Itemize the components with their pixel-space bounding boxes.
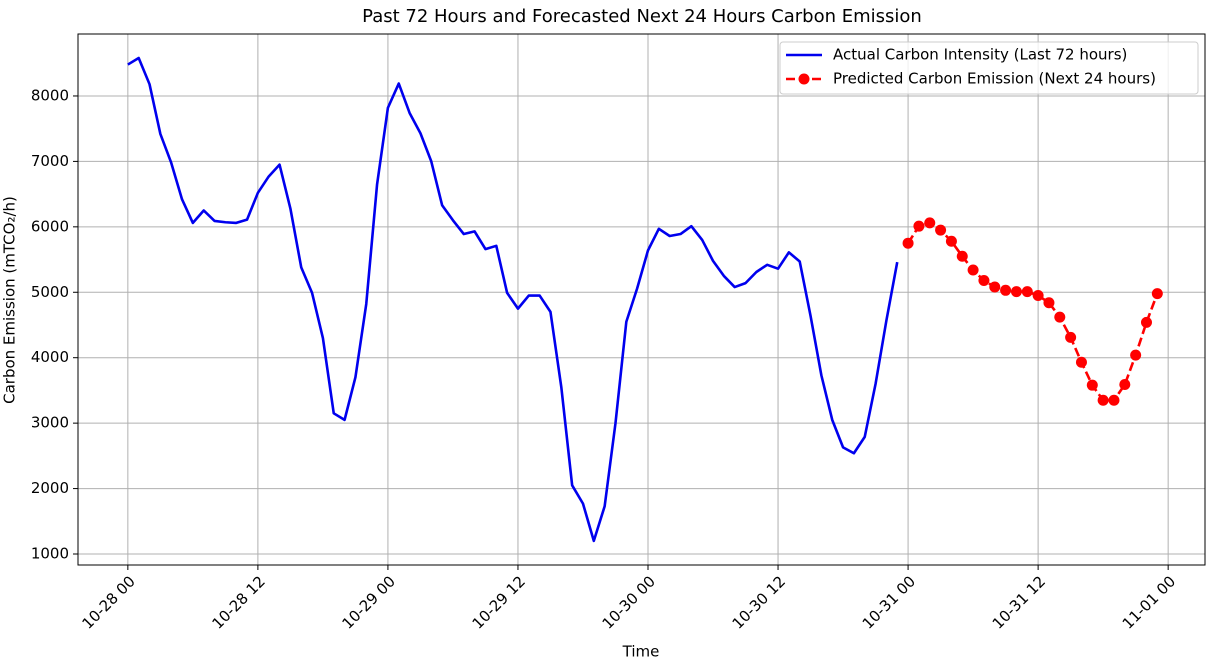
data-point bbox=[1032, 290, 1044, 302]
data-point bbox=[1043, 297, 1055, 309]
legend-box bbox=[779, 41, 1199, 95]
data-point bbox=[1010, 286, 1022, 298]
data-point bbox=[956, 250, 968, 262]
y-tick-label: 5000 bbox=[31, 283, 69, 301]
data-point bbox=[978, 274, 990, 286]
y-tick-label: 8000 bbox=[31, 86, 69, 104]
y-tick-label: 4000 bbox=[31, 348, 69, 366]
legend-label: Predicted Carbon Emission (Next 24 hours… bbox=[833, 70, 1156, 88]
series-line bbox=[127, 56, 899, 543]
data-point bbox=[1108, 394, 1120, 406]
data-point bbox=[1140, 316, 1152, 328]
legend-marker bbox=[798, 73, 810, 85]
data-point bbox=[1054, 311, 1066, 323]
y-axis-label: Carbon Emission (mTCO₂/h) bbox=[1, 196, 19, 404]
legend: Actual Carbon Intensity (Last 72 hours) P… bbox=[779, 41, 1199, 95]
data-point bbox=[945, 235, 957, 247]
y-tick-label: 3000 bbox=[31, 414, 69, 432]
y-tick-label: 7000 bbox=[31, 152, 69, 170]
data-point bbox=[902, 237, 914, 249]
data-point bbox=[924, 217, 936, 229]
data-point bbox=[989, 281, 1001, 293]
plot-frame bbox=[77, 33, 1206, 566]
data-point bbox=[913, 220, 925, 232]
y-tick-label: 1000 bbox=[31, 545, 69, 563]
y-tick-label: 2000 bbox=[31, 479, 69, 497]
data-point bbox=[1151, 288, 1163, 300]
data-point bbox=[1065, 331, 1077, 343]
data-point bbox=[1021, 286, 1033, 298]
data-point bbox=[1075, 356, 1087, 368]
data-point bbox=[967, 264, 979, 276]
data-point bbox=[1097, 394, 1109, 406]
legend-label: Actual Carbon Intensity (Last 72 hours) bbox=[833, 46, 1127, 64]
data-point bbox=[1119, 379, 1131, 391]
data-point bbox=[1000, 284, 1012, 296]
chart-title: Past 72 Hours and Forecasted Next 24 Hou… bbox=[362, 6, 922, 27]
data-point bbox=[1086, 379, 1098, 391]
y-tick-label: 6000 bbox=[31, 217, 69, 235]
data-point bbox=[1130, 349, 1142, 361]
x-axis-label: Time bbox=[622, 643, 660, 657]
data-point bbox=[935, 224, 947, 236]
